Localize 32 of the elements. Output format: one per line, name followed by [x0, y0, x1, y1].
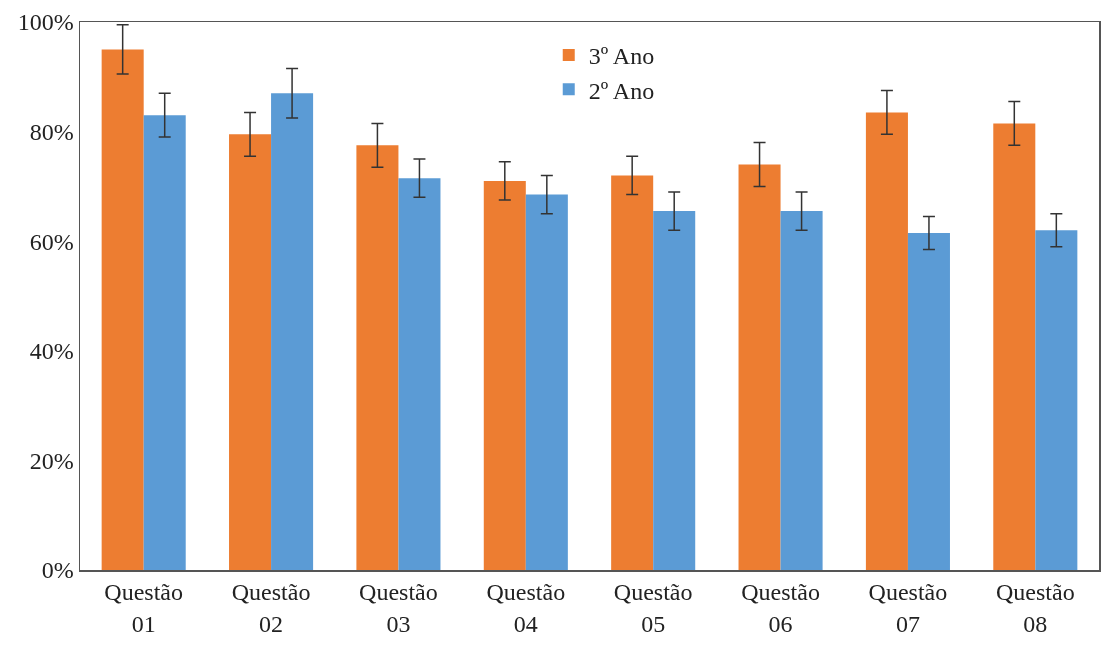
legend-label: 2º Ano [588, 77, 655, 104]
x-tick-label: Questão 07 [868, 579, 948, 637]
y-tick-label: 0% [41, 557, 74, 584]
x-tick-label: Questão 01 [104, 579, 184, 637]
bar [611, 175, 654, 570]
x-tick-label: Questão 08 [995, 579, 1075, 637]
bar [780, 211, 823, 570]
bar [993, 123, 1036, 570]
y-tick-label: 100% [17, 9, 74, 36]
bar [101, 49, 144, 570]
x-tick-label: Questão 04 [486, 579, 566, 637]
bar [1035, 230, 1078, 570]
legend-label: 3º Ano [588, 43, 655, 70]
y-tick-label: 40% [29, 338, 74, 365]
y-tick-label: 60% [29, 228, 74, 255]
bar [271, 93, 314, 570]
bar [525, 194, 568, 570]
x-tick-label: Questão 05 [613, 579, 693, 637]
bar [398, 178, 441, 570]
bar [907, 232, 950, 570]
bar [738, 164, 781, 570]
bar [229, 134, 272, 570]
x-tick-label: Questão 06 [741, 579, 820, 637]
bar [865, 112, 908, 570]
x-tick-label: Questão 02 [231, 579, 311, 637]
y-tick-label: 20% [29, 447, 74, 474]
y-tick-label: 80% [29, 119, 74, 145]
x-tick-label: Questão 03 [359, 579, 438, 637]
bar [653, 211, 696, 570]
bar [143, 115, 186, 570]
bar [356, 145, 399, 570]
bar [483, 180, 526, 570]
